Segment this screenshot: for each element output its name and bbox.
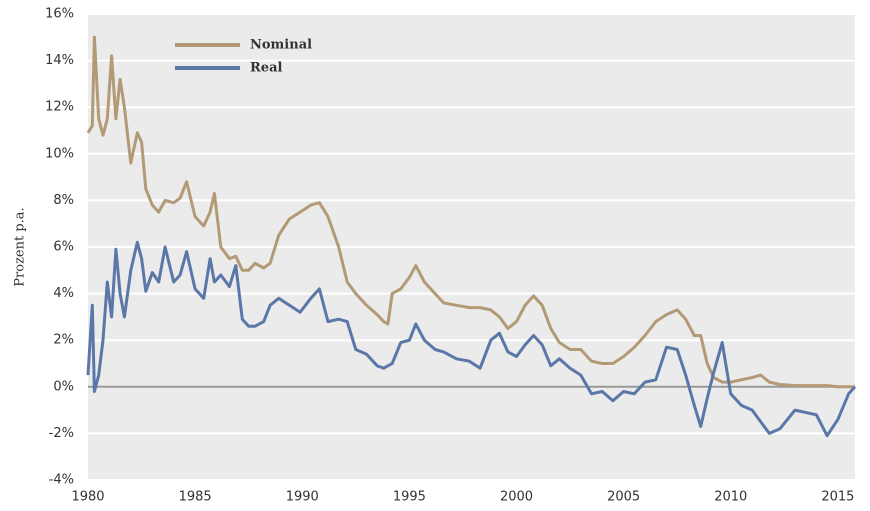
y-tick-label: 14%	[45, 53, 74, 68]
legend-label: Nominal	[250, 38, 312, 53]
y-tick-label: 4%	[53, 286, 74, 301]
x-tick-label: 1980	[71, 490, 104, 505]
y-tick-label: 8%	[53, 193, 74, 208]
y-tick-label: 16%	[45, 7, 74, 22]
legend-label: Real	[250, 61, 282, 76]
y-tick-label: 10%	[45, 146, 74, 161]
y-tick-label: 2%	[53, 333, 74, 348]
series-line	[86, 35, 855, 389]
y-tick-label: 12%	[45, 100, 74, 115]
y-tick-label: 6%	[53, 240, 74, 255]
y-tick-label: 0%	[53, 379, 74, 394]
x-tick-label: 2010	[714, 490, 747, 505]
x-tick-label: 2005	[607, 490, 640, 505]
series-line	[86, 240, 857, 438]
y-tick-label: -4%	[49, 473, 74, 488]
x-tick-label: 2015	[821, 490, 854, 505]
x-tick-label: 2000	[500, 490, 533, 505]
x-tick-label: 1990	[286, 490, 319, 505]
x-tick-label: 1985	[179, 490, 212, 505]
x-tick-label: 1995	[393, 490, 426, 505]
y-tick-label: -2%	[49, 426, 74, 441]
y-axis-title: Prozent p.a.	[13, 207, 28, 286]
